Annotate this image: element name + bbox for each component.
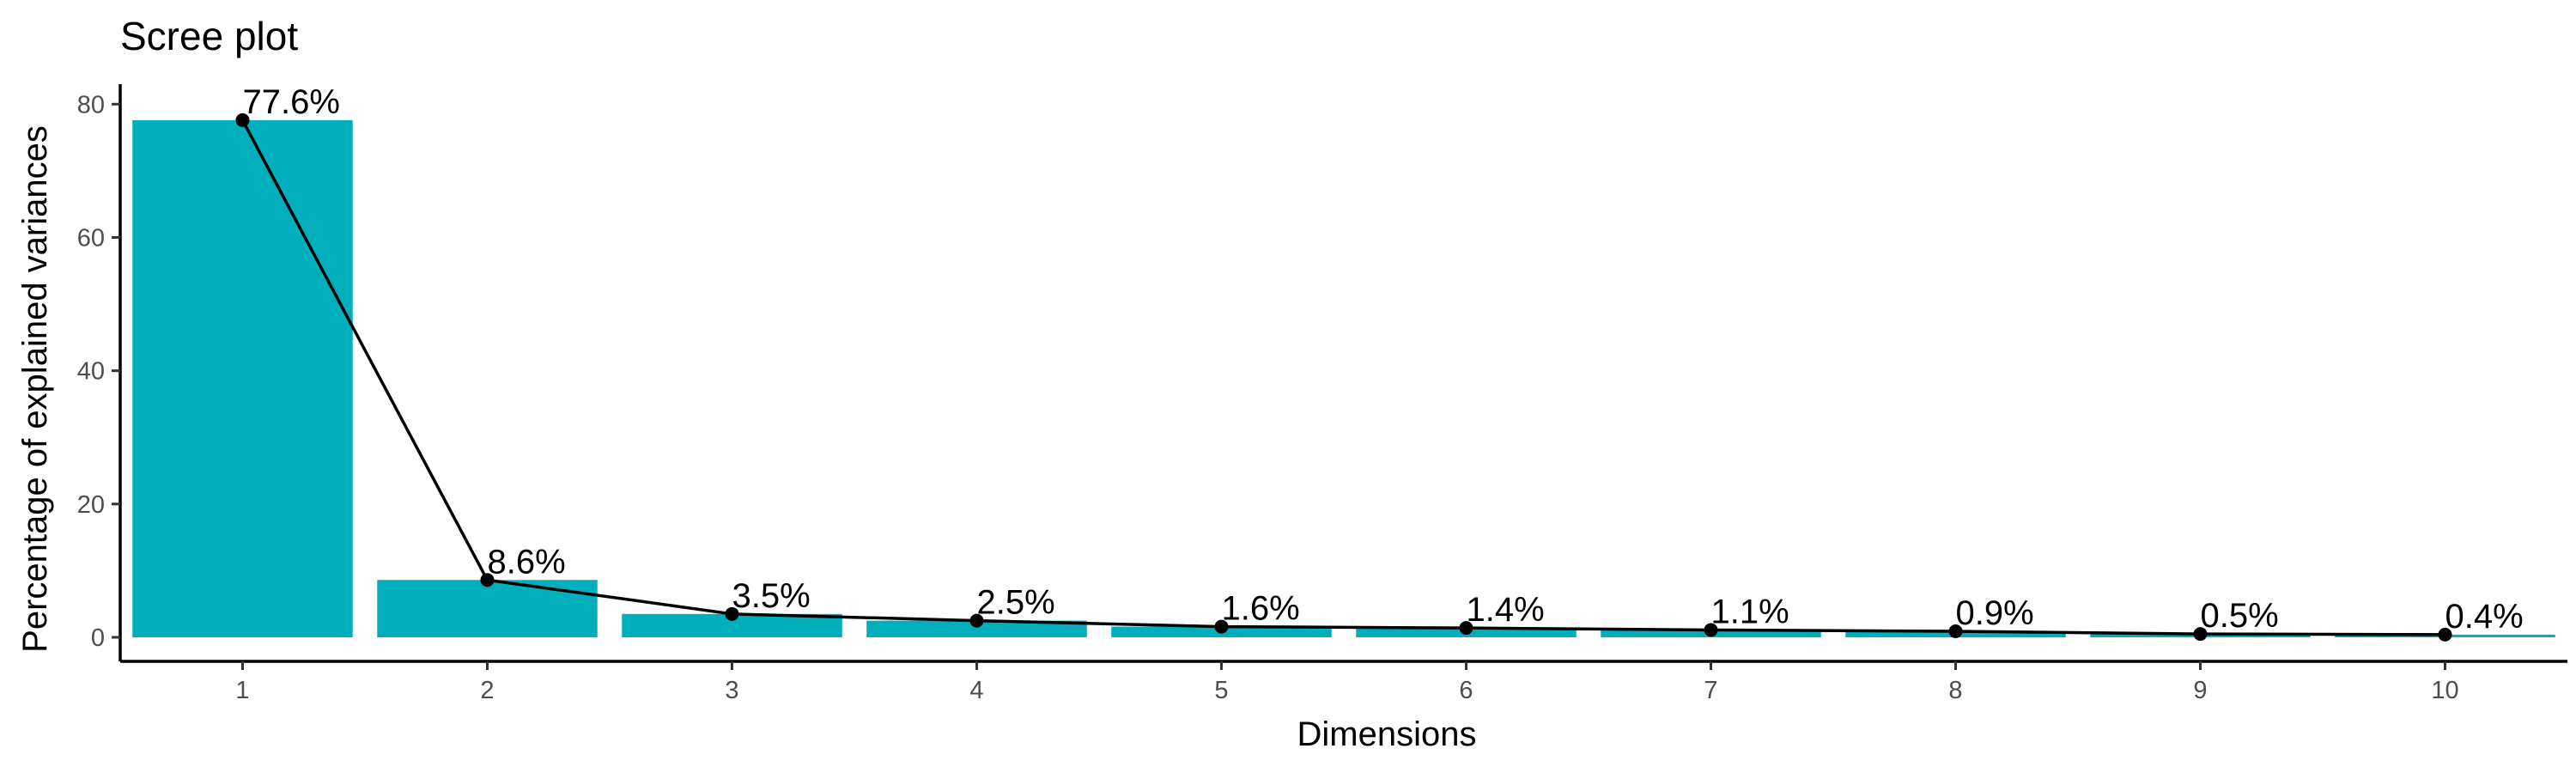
bar-2 xyxy=(377,580,598,637)
y-tick-label-60: 60 xyxy=(77,224,105,252)
x-tick-label-10: 10 xyxy=(2431,677,2458,704)
plot-area: 77.6% 8.6% 3.5% 2.5% 1.6% 1.4% 1.1% 0.9% 0.5% 0.4… xyxy=(77,83,2567,704)
y-tick-label-80: 80 xyxy=(77,91,105,119)
point-3 xyxy=(725,606,739,621)
y-tick-label-40: 40 xyxy=(77,358,105,386)
data-label-4: 2.5% xyxy=(977,584,1055,622)
point-6 xyxy=(1459,621,1473,636)
data-label-5: 1.6% xyxy=(1222,590,1300,628)
x-axis-title: Dimensions xyxy=(1297,715,1477,753)
data-label-2: 8.6% xyxy=(488,543,566,581)
point-1 xyxy=(235,113,250,127)
data-label-8: 0.9% xyxy=(1956,594,2034,632)
point-8 xyxy=(1948,624,1963,639)
point-2 xyxy=(480,573,495,587)
variance-line xyxy=(240,119,2445,636)
x-tick-label-4: 4 xyxy=(969,677,983,704)
x-tick-label-1: 1 xyxy=(235,677,249,704)
chart-title: Scree plot xyxy=(120,14,298,58)
point-5 xyxy=(1214,619,1229,634)
point-4 xyxy=(969,613,984,628)
y-tick-label-0: 0 xyxy=(91,624,105,652)
x-tick-label-6: 6 xyxy=(1459,677,1473,704)
x-tick-label-3: 3 xyxy=(725,677,738,704)
bar-4 xyxy=(866,620,1087,637)
x-tick-label-7: 7 xyxy=(1704,677,1717,704)
point-7 xyxy=(1704,623,1718,637)
x-tick-label-2: 2 xyxy=(480,677,494,704)
data-label-10: 0.4% xyxy=(2445,598,2524,636)
point-9 xyxy=(2193,627,2208,642)
data-label-6: 1.4% xyxy=(1467,591,1545,629)
point-10 xyxy=(2438,627,2452,642)
data-label-3: 3.5% xyxy=(732,577,811,615)
x-tick-label-8: 8 xyxy=(1948,677,1962,704)
data-label-9: 0.5% xyxy=(2201,597,2279,635)
y-axis-title: Percentage of explained variances xyxy=(16,125,54,653)
x-tick-label-9: 9 xyxy=(2193,677,2207,704)
data-label-7: 1.1% xyxy=(1711,593,1789,630)
x-tick-label-5: 5 xyxy=(1214,677,1228,704)
bar-1 xyxy=(132,119,353,637)
y-tick-label-20: 20 xyxy=(77,491,105,519)
data-label-1: 77.6% xyxy=(243,83,340,121)
